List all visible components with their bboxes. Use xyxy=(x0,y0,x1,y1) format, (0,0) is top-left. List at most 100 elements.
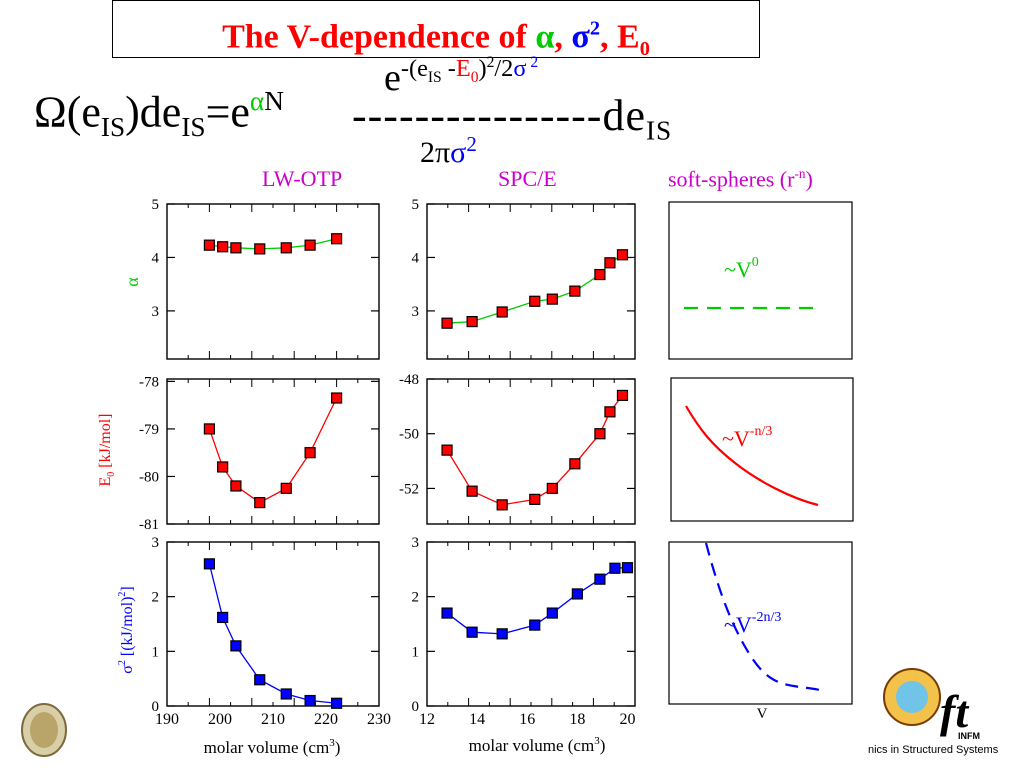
panel-2-xtick-label: 220 xyxy=(314,711,338,728)
eq-num-sigma: σ xyxy=(513,55,527,83)
xlabel-lwotp: molar volume (cm3) xyxy=(204,737,341,757)
eq-tail: de xyxy=(602,91,646,140)
panel-2-point xyxy=(280,688,292,700)
eq-n: N xyxy=(264,86,284,116)
panel-4-ytick-label: -48 xyxy=(399,372,419,388)
panel-1-ytick-label: -80 xyxy=(139,469,159,485)
panel-3-point xyxy=(616,249,629,261)
soft-v-label: V xyxy=(757,706,768,722)
panel-0-point xyxy=(217,241,229,253)
panel-5-point xyxy=(441,607,453,619)
panel-1-point xyxy=(230,480,242,492)
eq-alpha: α xyxy=(249,86,265,116)
eq-equals-e: =e xyxy=(205,87,250,137)
xlabel-lwotp-exp: 3 xyxy=(329,737,335,749)
eq-num-2: 2 xyxy=(486,54,495,71)
panel-2-point xyxy=(217,611,229,624)
soft-e0-curve xyxy=(685,405,819,507)
eq-num-e: e xyxy=(384,56,401,99)
eq-paren-e: (e xyxy=(66,87,101,137)
equation-numerator: e-(eIS -E0)2/2σ 2 xyxy=(384,54,538,100)
eq-den-2pi: 2π xyxy=(420,136,451,169)
panel-0-point xyxy=(254,243,266,255)
panel-1-ytick-label: -78 xyxy=(139,374,159,390)
equation-fraction-line: ----------------deIS xyxy=(352,90,672,147)
eq-is2: IS xyxy=(181,111,206,142)
panel-0-frame xyxy=(166,203,380,360)
panel-0-point xyxy=(280,242,292,254)
ylabel-e0-sub: 0 xyxy=(106,472,117,477)
eq-num-is: IS xyxy=(427,68,442,86)
annot-v2n3-exp: -2n/3 xyxy=(752,610,782,625)
panel-2-point xyxy=(230,640,242,652)
panel-0-point xyxy=(203,239,215,251)
xlabel-spce-exp: 3 xyxy=(594,735,600,747)
panel-3-point xyxy=(496,306,508,318)
panel-3-point xyxy=(441,317,453,329)
university-seal-logo xyxy=(16,700,72,762)
soft-spheres-close: ) xyxy=(805,166,813,192)
xlabel-spce-close: ) xyxy=(600,736,606,755)
panel-4-ytick-label: -52 xyxy=(399,481,419,497)
eq-de: )de xyxy=(125,87,182,137)
soft-logo: ft INFM xyxy=(883,668,980,741)
panel-3-point xyxy=(466,315,478,328)
eq-num-E: E xyxy=(455,55,471,83)
column-title-spce: SPC/E xyxy=(498,166,557,191)
xlabel-lwotp-close: ) xyxy=(335,738,341,757)
panel-1-frame xyxy=(166,378,380,525)
panel-1-point xyxy=(280,482,292,494)
eq-num-exp-a: -(e xyxy=(400,55,428,83)
soft-spheres-exp: -n xyxy=(794,166,806,181)
soft-sigma-annotation: ~V-2n/3 xyxy=(724,610,781,637)
panel-5-point xyxy=(529,619,541,631)
panel-2-xtick-label: 200 xyxy=(208,711,232,728)
panel-1-point xyxy=(304,447,316,459)
panel-3-point xyxy=(594,268,606,281)
eq-den-sigma: σ xyxy=(450,136,467,169)
panel-3-point xyxy=(604,257,616,269)
panel-2-point xyxy=(254,674,266,686)
seal-inner xyxy=(30,712,58,748)
panel-0-point xyxy=(304,239,316,251)
panel-2-xtick-label: 230 xyxy=(367,711,391,728)
panel-3-point xyxy=(569,285,581,297)
logo-core xyxy=(896,681,928,713)
title-sigma-sym: σ xyxy=(571,18,590,56)
panel-5-xtick-label: 16 xyxy=(519,711,535,728)
column-title-lwotp: LW-OTP xyxy=(262,166,343,191)
panel-1-point xyxy=(203,423,215,435)
ylabel-e0: E0 [kJ/mol] xyxy=(97,414,117,487)
eq-den-exp: 2 xyxy=(466,132,477,156)
ylabel-sigma-unit: [(kJ/mol) xyxy=(119,597,136,661)
soft-panel-sigma xyxy=(668,541,853,705)
panel-3-point xyxy=(546,293,558,305)
panel-1-point xyxy=(217,461,229,473)
ylabel-sigma-unit-close: ] xyxy=(119,586,136,591)
panel-0-point xyxy=(230,242,242,254)
panel-3-point xyxy=(529,295,541,307)
soft-panel-alpha xyxy=(668,201,853,360)
equation-denominator: 2πσ2 xyxy=(420,132,477,170)
panel-0-ytick-label: 5 xyxy=(152,197,160,213)
panel-5-ytick-label: 0 xyxy=(412,699,420,715)
panel-4-point xyxy=(594,428,606,440)
logo-tagline: nics in Structured Systems xyxy=(868,744,999,756)
panel-4-point xyxy=(496,499,508,511)
panel-2-point xyxy=(331,697,343,709)
eq-tail-sub: IS xyxy=(645,115,673,146)
xlabel-spce: molar volume (cm3) xyxy=(469,735,606,755)
ylabel-sigma: σ2 [(kJ/mol)2] xyxy=(117,586,136,674)
slide-title: The V-dependence of α, σ2, E0 xyxy=(112,0,760,60)
panel-4-point xyxy=(604,406,616,418)
panel-0-ytick-label: 4 xyxy=(152,250,160,266)
soft-e0-annotation: ~V-n/3 xyxy=(722,424,772,451)
panel-5-point xyxy=(594,573,606,585)
panel-3-frame xyxy=(426,203,636,360)
panel-5-ytick-label: 3 xyxy=(412,535,420,551)
panel-4-point xyxy=(529,493,541,505)
panel-1-point xyxy=(254,497,266,509)
eq-omega: Ω xyxy=(34,87,67,137)
panel-2-ytick-label: 3 xyxy=(152,535,160,551)
